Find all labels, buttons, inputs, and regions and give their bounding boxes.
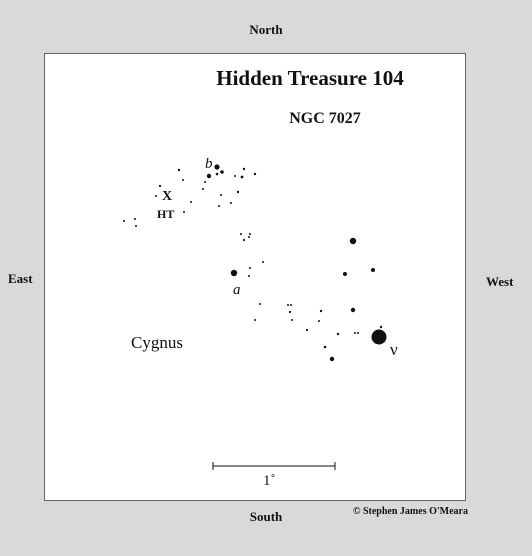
target-abbrev: HT [157, 207, 174, 221]
star [234, 175, 236, 177]
star [155, 195, 157, 197]
star-a [230, 269, 238, 277]
star [318, 320, 320, 322]
star [134, 218, 136, 220]
star [177, 168, 181, 172]
star [242, 238, 246, 242]
star [204, 181, 206, 183]
star [379, 325, 383, 329]
star [290, 304, 292, 306]
star [349, 237, 357, 245]
target-marker: X [162, 189, 172, 204]
star [336, 332, 340, 336]
star [123, 220, 125, 222]
star [190, 201, 192, 203]
star [242, 167, 246, 171]
star [220, 194, 222, 196]
star [206, 173, 212, 179]
star [287, 304, 289, 306]
star [262, 261, 264, 263]
chart-title: Hidden Treasure 104 [216, 66, 404, 90]
star [305, 328, 309, 332]
star-b-label: b [205, 156, 213, 172]
chart-subtitle: NGC 7027 [289, 110, 361, 127]
star [343, 272, 347, 276]
scale-bar [212, 462, 336, 470]
star [240, 175, 244, 179]
star [240, 233, 242, 235]
star-chart: Hidden Treasure 104 NGC 7027 [44, 53, 466, 501]
constellation-label: Cygnus [131, 333, 183, 352]
star [236, 190, 240, 194]
star [371, 268, 375, 272]
copyright-notice: © Stephen James O'Meara [353, 506, 468, 517]
star [319, 309, 323, 313]
star [248, 275, 250, 277]
star [291, 319, 293, 321]
east-label: East [8, 271, 33, 286]
star [259, 303, 261, 305]
star [218, 205, 220, 207]
star-field: X HT b a ν Cygnus 1˚ [123, 156, 398, 489]
star [253, 172, 257, 176]
star [323, 345, 327, 349]
star-b [214, 164, 220, 170]
star [158, 184, 162, 188]
star [329, 356, 335, 362]
star [249, 233, 251, 235]
star-nu [371, 329, 387, 345]
star [248, 236, 250, 238]
star [220, 170, 224, 174]
star [254, 319, 256, 321]
star [215, 172, 219, 176]
north-label: North [249, 22, 283, 37]
star [354, 332, 356, 334]
star [182, 179, 184, 181]
scale-bar-label: 1˚ [263, 473, 276, 489]
star-nu-label: ν [390, 340, 398, 359]
star [249, 267, 251, 269]
south-label: South [249, 509, 283, 524]
star [202, 188, 204, 190]
star-a-label: a [233, 282, 241, 298]
star [135, 225, 137, 227]
star [288, 310, 292, 314]
star [350, 307, 356, 313]
star [183, 211, 185, 213]
west-label: West [486, 274, 514, 289]
star [230, 202, 232, 204]
star [357, 332, 359, 334]
